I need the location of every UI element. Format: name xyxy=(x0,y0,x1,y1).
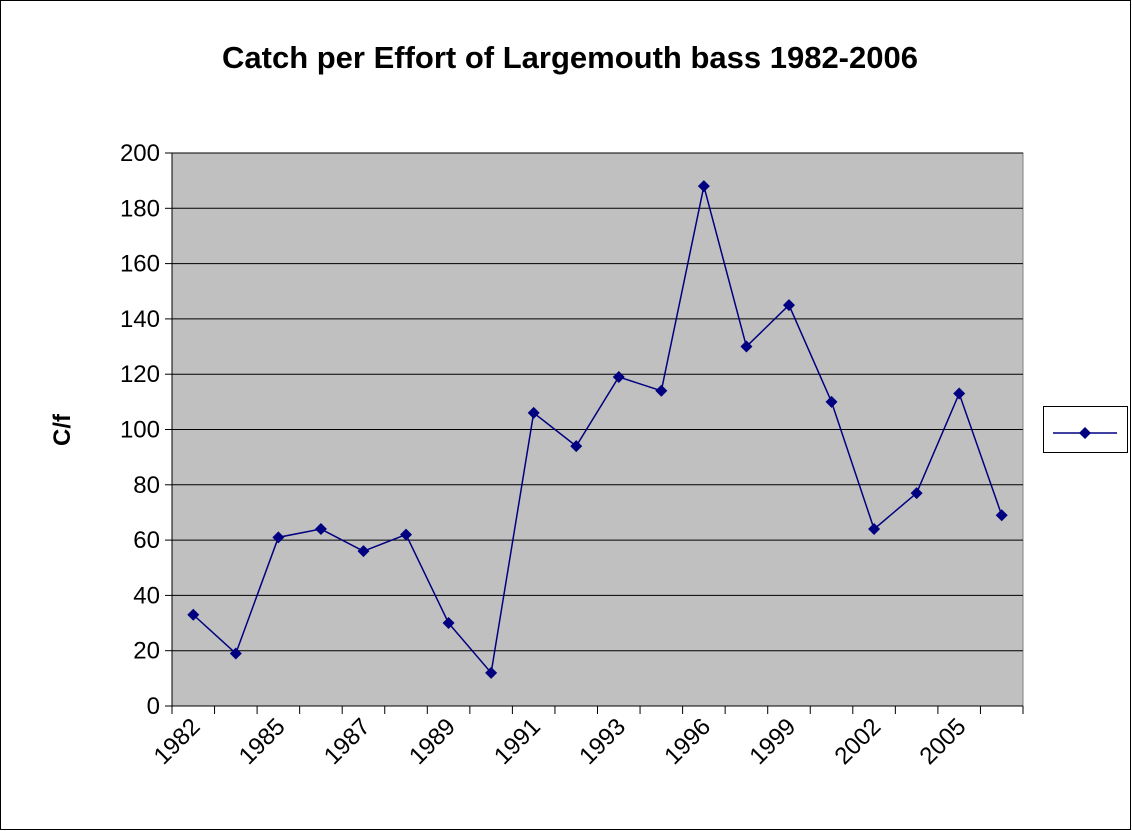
data-point xyxy=(825,395,838,408)
data-point xyxy=(400,528,413,541)
y-tick-label: 60 xyxy=(133,527,160,554)
data-point xyxy=(995,509,1008,522)
data-point xyxy=(655,384,668,397)
data-point xyxy=(357,545,370,558)
data-point xyxy=(612,370,625,383)
data-point xyxy=(229,647,242,660)
data-point xyxy=(314,523,327,536)
data-point xyxy=(187,608,200,621)
y-tick-label: 0 xyxy=(147,693,160,720)
y-tick-label: 160 xyxy=(120,251,160,278)
y-tick-label: 140 xyxy=(120,306,160,333)
data-point xyxy=(442,617,455,630)
data-point xyxy=(953,387,966,400)
data-point xyxy=(570,440,583,453)
data-line xyxy=(192,185,1003,675)
data-point xyxy=(910,487,923,500)
y-tick-label: 80 xyxy=(133,472,160,499)
y-tick-label: 100 xyxy=(120,417,160,444)
data-point xyxy=(697,180,710,193)
data-point xyxy=(740,340,753,353)
data-point xyxy=(527,406,540,419)
data-point xyxy=(868,523,881,536)
y-tick-label: 120 xyxy=(120,361,160,388)
legend-marker xyxy=(1079,427,1091,439)
y-tick-label: 40 xyxy=(133,582,160,609)
data-point xyxy=(485,666,498,679)
data-point xyxy=(782,299,795,312)
y-axis-label: C/f xyxy=(49,413,76,446)
y-tick-label: 180 xyxy=(120,195,160,222)
y-tick-label: 20 xyxy=(133,638,160,665)
y-tick-label: 200 xyxy=(120,140,160,167)
data-point xyxy=(272,531,285,544)
chart-title: Catch per Effort of Largemouth bass 1982… xyxy=(222,40,918,75)
